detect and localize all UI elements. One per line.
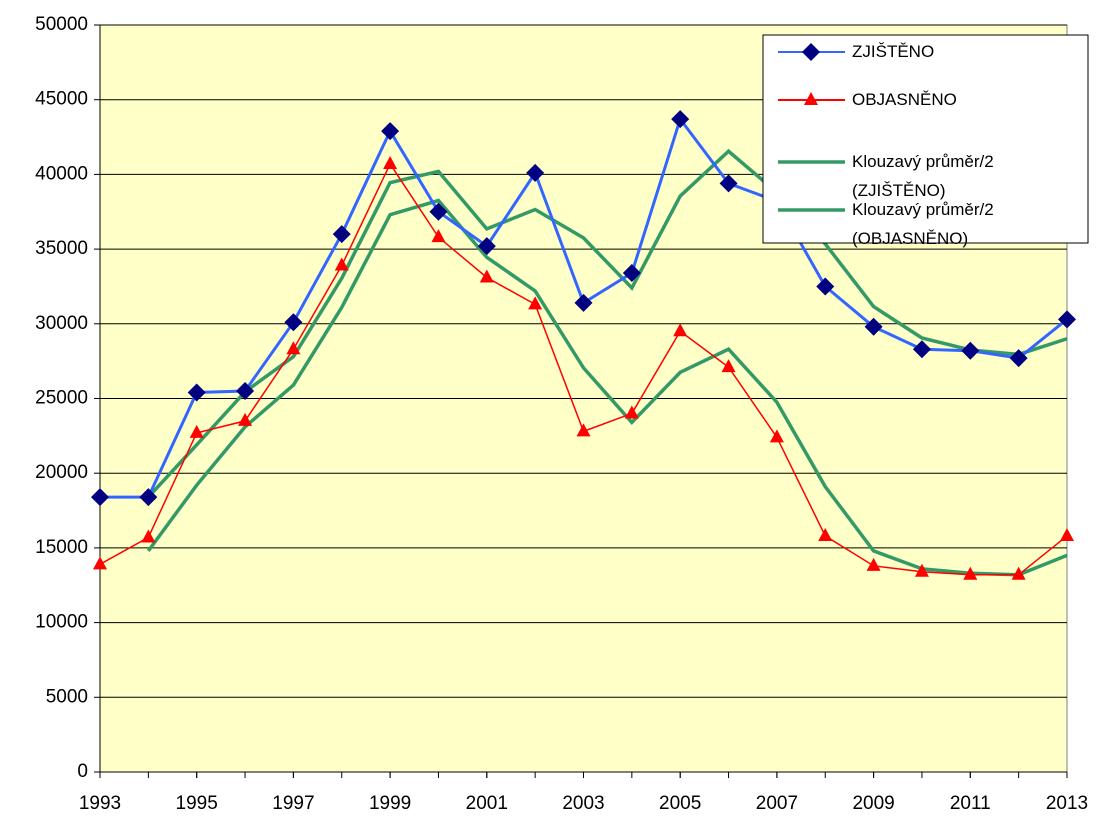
marker-triangle <box>431 229 446 243</box>
marker-diamond <box>671 110 690 129</box>
x-tick-label: 2001 <box>466 793 508 814</box>
marker-triangle <box>721 359 736 373</box>
marker-triangle <box>93 556 107 570</box>
y-tick-label: 35000 <box>35 238 88 259</box>
marker-triangle <box>624 405 639 419</box>
marker-diamond <box>429 202 448 221</box>
marker-triangle <box>914 563 929 577</box>
marker-diamond <box>622 264 641 283</box>
legend-label: ZJIŠTĚNO <box>852 42 935 61</box>
y-tick-label: 45000 <box>35 89 88 110</box>
legend-label: OBJASNĚNO <box>852 90 957 109</box>
marker-triangle <box>1011 566 1026 580</box>
marker-triangle <box>673 323 688 337</box>
marker-triangle <box>769 429 784 443</box>
marker-diamond <box>719 174 738 193</box>
x-tick-label: 2013 <box>1046 793 1088 814</box>
y-tick-label: 30000 <box>35 313 88 334</box>
marker-diamond <box>912 340 931 359</box>
x-tick-label: 1997 <box>272 793 314 814</box>
marker-diamond <box>961 341 980 360</box>
marker-triangle <box>528 296 543 310</box>
marker-diamond <box>284 313 303 332</box>
marker-triangle <box>238 412 253 426</box>
marker-diamond <box>187 383 206 402</box>
x-tick-label: 2011 <box>950 793 991 814</box>
x-tick-label: 1995 <box>176 793 218 814</box>
marker-diamond <box>802 43 820 61</box>
marker-diamond <box>864 317 883 336</box>
y-tick-label: 50000 <box>35 14 88 35</box>
marker-triangle <box>1060 527 1074 541</box>
marker-triangle <box>818 527 833 541</box>
marker-triangle <box>804 92 818 105</box>
x-tick-label: 2005 <box>659 793 701 814</box>
legend-label: Klouzavý průměr/2 (OBJASNĚNO) <box>852 200 994 248</box>
marker-triangle <box>189 424 204 438</box>
y-tick-label: 0 <box>77 761 88 782</box>
series-line <box>147 148 1068 499</box>
x-tick-label: 2003 <box>562 793 604 814</box>
y-tick-label: 15000 <box>35 537 88 558</box>
x-tick-label: 1993 <box>79 793 121 814</box>
x-tick-label: 1999 <box>369 793 411 814</box>
marker-diamond <box>1009 349 1028 368</box>
marker-diamond <box>816 277 835 296</box>
marker-diamond <box>477 237 496 256</box>
legend-label: Klouzavý průměr/2 (ZJIŠTĚNO) <box>852 152 994 200</box>
marker-triangle <box>963 566 978 580</box>
marker-triangle <box>383 155 398 169</box>
x-tick-label: 2007 <box>756 793 798 814</box>
marker-triangle <box>334 257 349 271</box>
marker-diamond <box>526 163 545 182</box>
marker-diamond <box>139 488 158 507</box>
y-tick-label: 40000 <box>35 163 88 184</box>
y-tick-label: 20000 <box>35 462 88 483</box>
marker-diamond <box>381 122 400 141</box>
series-line <box>146 198 1068 577</box>
marker-triangle <box>286 341 301 355</box>
marker-diamond <box>574 293 593 312</box>
y-tick-label: 5000 <box>46 686 88 707</box>
marker-diamond <box>91 488 109 507</box>
marker-diamond <box>236 382 255 401</box>
y-tick-label: 25000 <box>35 388 88 409</box>
marker-diamond <box>1058 310 1076 329</box>
marker-diamond <box>332 225 351 244</box>
x-tick-label: 2009 <box>852 793 894 814</box>
marker-triangle <box>866 557 881 571</box>
marker-triangle <box>479 269 494 283</box>
marker-triangle <box>576 423 591 437</box>
marker-triangle <box>141 529 156 543</box>
y-tick-label: 10000 <box>35 612 88 633</box>
